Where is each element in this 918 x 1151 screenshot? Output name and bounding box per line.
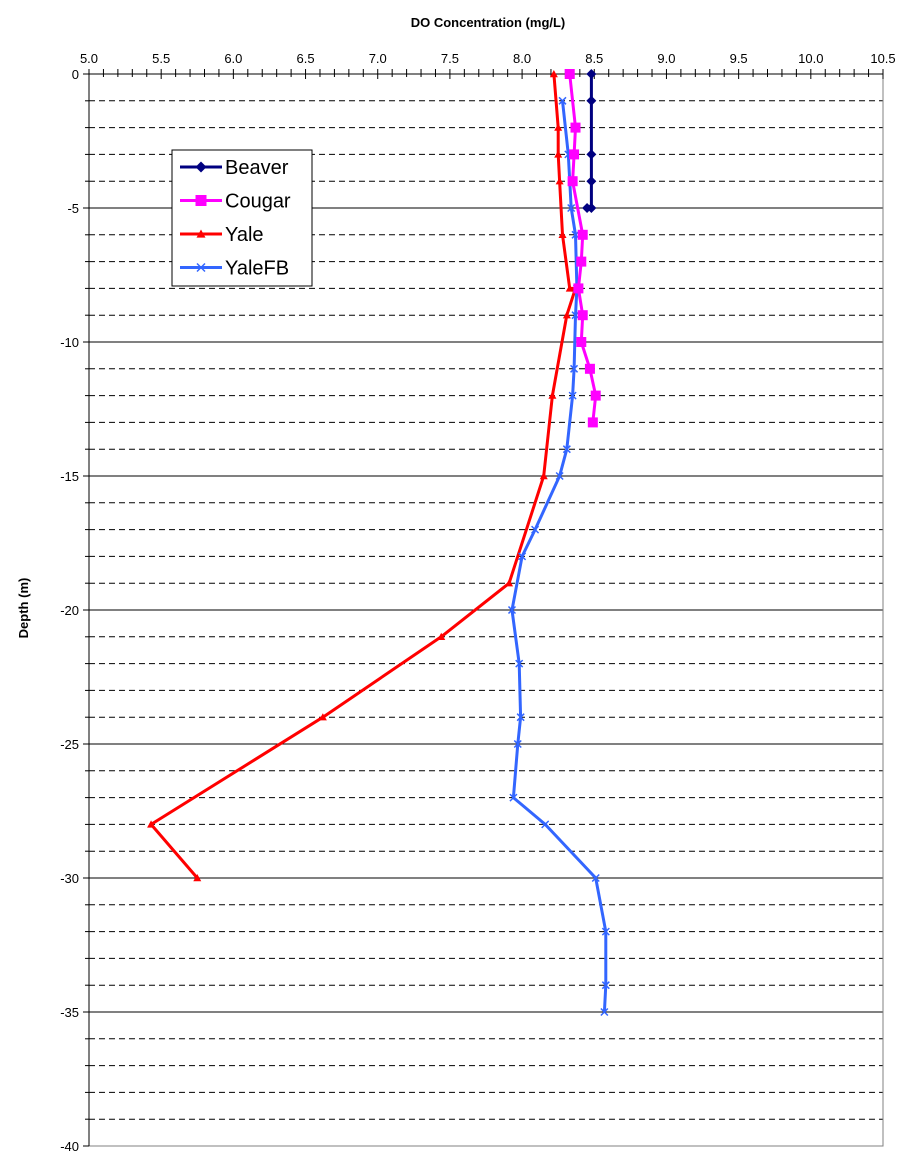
x-tick-label: 8.5	[585, 51, 603, 66]
data-point-cougar	[578, 230, 588, 240]
y-tick-label: -25	[60, 737, 79, 752]
legend-label-yale: Yale	[225, 224, 264, 246]
data-point-cougar	[576, 257, 586, 267]
y-tick-label: -5	[67, 201, 79, 216]
x-tick-label: 5.0	[80, 51, 98, 66]
y-tick-label: -40	[60, 1139, 79, 1151]
x-tick-label: 6.0	[224, 51, 242, 66]
y-tick-label: -10	[60, 335, 79, 350]
data-point-cougar	[565, 69, 575, 79]
x-tick-label: 6.5	[297, 51, 315, 66]
legend: Beaver Cougar Yale YaleFB	[172, 150, 312, 286]
data-point-cougar	[576, 337, 586, 347]
legend-label-cougar: Cougar	[225, 191, 291, 213]
legend-label-beaver: Beaver	[225, 157, 289, 179]
y-tick-label: 0	[72, 67, 79, 82]
data-point-cougar	[573, 283, 583, 293]
x-axis-title: DO Concentration (mg/L)	[411, 15, 566, 30]
x-tick-label: 8.0	[513, 51, 531, 66]
data-point-cougar	[568, 176, 578, 186]
y-axis-title: Depth (m)	[16, 578, 31, 639]
data-point-cougar	[569, 149, 579, 159]
x-tick-label: 7.0	[369, 51, 387, 66]
data-point-cougar	[585, 364, 595, 374]
data-point-cougar	[578, 310, 588, 320]
x-tick-label: 9.5	[730, 51, 748, 66]
x-tick-label: 10.5	[870, 51, 895, 66]
legend-marker-cougar	[196, 195, 207, 206]
y-tick-label: -35	[60, 1005, 79, 1020]
x-tick-label: 9.0	[657, 51, 675, 66]
y-tick-label: -15	[60, 469, 79, 484]
data-point-cougar	[571, 123, 581, 133]
data-point-cougar	[588, 417, 598, 427]
x-tick-label: 5.5	[152, 51, 170, 66]
x-tick-label: 10.0	[798, 51, 823, 66]
x-tick-label: 7.5	[441, 51, 459, 66]
y-tick-label: -30	[60, 871, 79, 886]
y-tick-label: -20	[60, 603, 79, 618]
legend-label-yalefb: YaleFB	[225, 258, 289, 280]
data-point-cougar	[591, 391, 601, 401]
